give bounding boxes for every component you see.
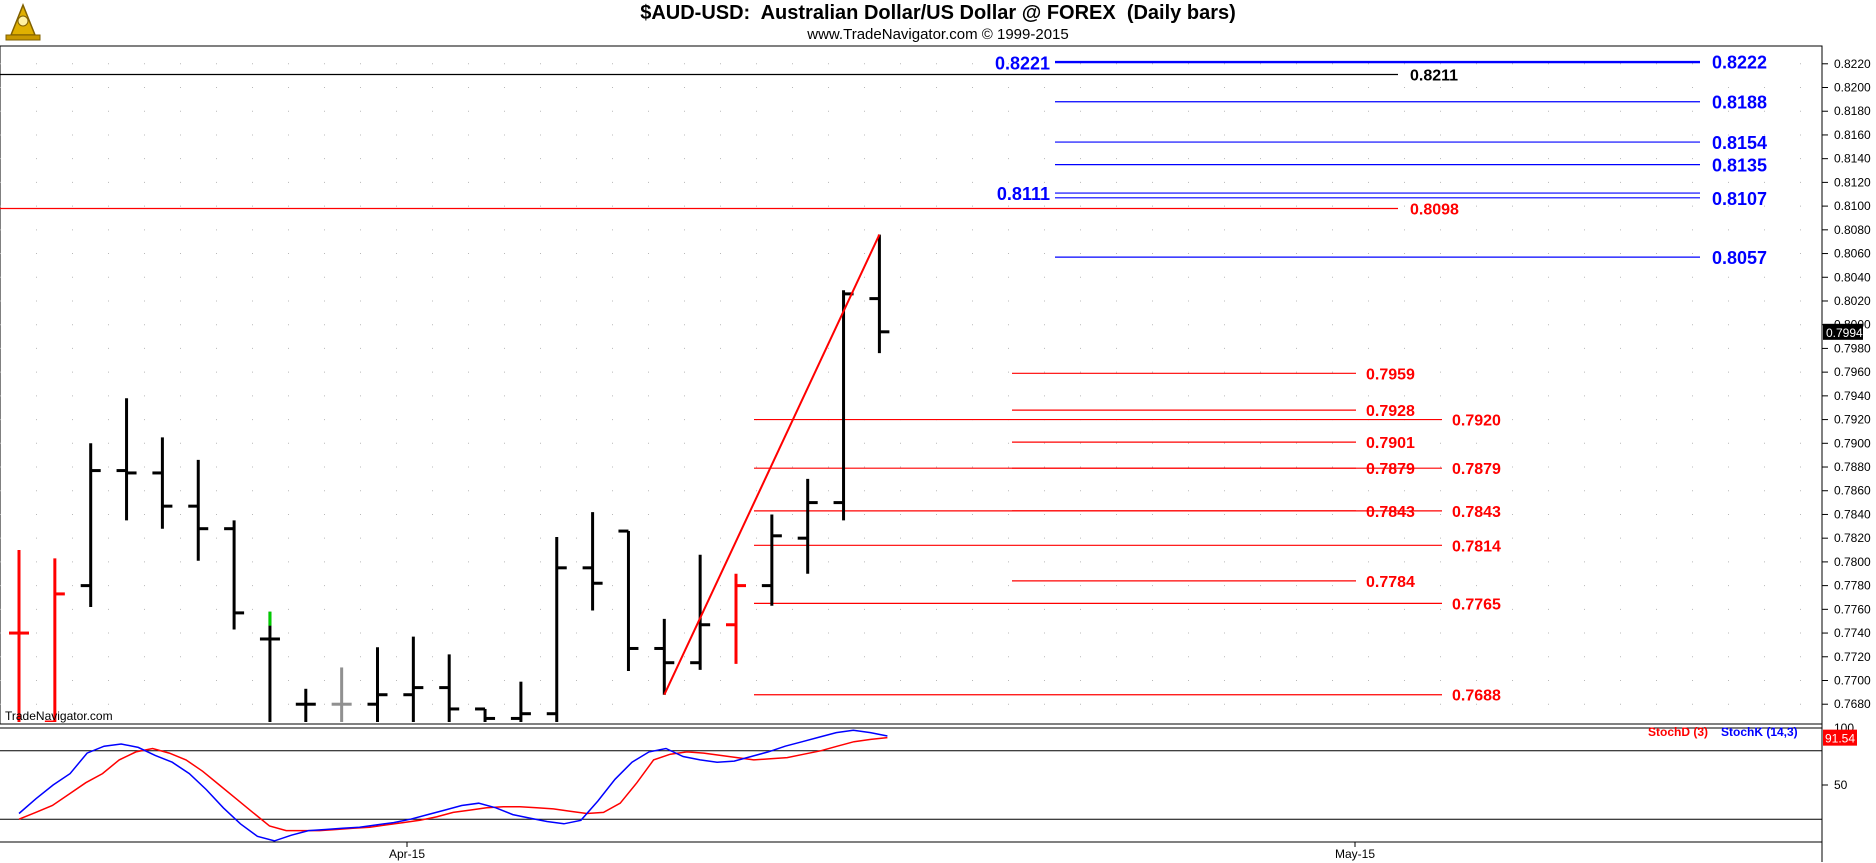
y-tick-label: 0.8160 — [1834, 128, 1871, 142]
level-label: 0.7879 — [1452, 461, 1501, 478]
ohlc-bar — [869, 234, 890, 354]
level-label: 0.8221 — [995, 54, 1050, 74]
price-panel-frame — [0, 45, 1823, 725]
level-label: 0.8154 — [1712, 133, 1767, 153]
level-label: 0.7688 — [1452, 688, 1501, 705]
level-label: 0.8098 — [1410, 201, 1459, 218]
level-label: 0.7959 — [1366, 366, 1415, 383]
y-tick-label: 0.7700 — [1834, 673, 1871, 687]
y-tick-label: 0.7840 — [1834, 507, 1871, 521]
ohlc-bars — [9, 234, 890, 722]
y-tick-label: 0.7740 — [1834, 626, 1871, 640]
ohlc-bar — [690, 554, 711, 670]
level-label: 0.7843 — [1366, 504, 1415, 521]
ohlc-bar — [224, 520, 245, 630]
y-tick-label: 0.8140 — [1834, 152, 1871, 166]
level-label: 0.8188 — [1712, 93, 1767, 113]
y-tick-label: 0.7980 — [1834, 341, 1871, 355]
ohlc-bar — [726, 573, 746, 664]
ohlc-bar — [403, 636, 424, 722]
ohlc-bar — [367, 647, 388, 722]
price-grid — [0, 63, 1822, 705]
ohlc-bar — [44, 558, 65, 722]
stoch-d-legend: StochD (3) — [1648, 725, 1708, 739]
watermark-text: TradeNavigator.com — [5, 709, 113, 723]
x-tick-label: Apr-15 — [389, 847, 425, 861]
y-tick-label: 0.7880 — [1834, 460, 1871, 474]
ohlc-bar — [152, 437, 173, 529]
y-tick-label: 0.7800 — [1834, 555, 1871, 569]
y-tick-label: 0.7720 — [1834, 650, 1871, 664]
ohlc-bar — [475, 707, 496, 722]
ohlc-bar — [618, 529, 639, 672]
level-label: 0.7765 — [1452, 596, 1501, 613]
stoch-k-legend: StochK (14,3) — [1721, 725, 1798, 739]
ohlc-bar — [797, 478, 818, 574]
y-tick-label: 0.7760 — [1834, 602, 1871, 616]
x-tick-label: May-15 — [1335, 847, 1375, 861]
y-tick-label: 0.8180 — [1834, 104, 1871, 118]
level-label: 0.8057 — [1712, 248, 1767, 268]
ohlc-bar — [654, 618, 675, 695]
y-tick-label: 0.8020 — [1834, 294, 1871, 308]
chart-title: $AUD-USD: Australian Dollar/US Dollar @ … — [640, 2, 1236, 24]
y-tick-label: 0.7920 — [1834, 413, 1871, 427]
level-label: 0.7784 — [1366, 574, 1415, 591]
stoch-last-box — [1823, 729, 1857, 746]
level-label: 0.7920 — [1452, 413, 1501, 430]
trend-line — [663, 234, 881, 696]
ohlc-bar — [116, 398, 137, 521]
stoch-tick-label: 50 — [1834, 778, 1848, 792]
y-tick-label: 0.7860 — [1834, 484, 1871, 498]
level-label: 0.8111 — [997, 184, 1050, 204]
ohlc-bar — [510, 681, 531, 722]
level-label: 0.7928 — [1366, 403, 1415, 420]
ohlc-bar — [439, 654, 460, 722]
y-tick-label: 0.7780 — [1834, 579, 1871, 593]
level-lines — [0, 60, 1700, 696]
level-label: 0.8107 — [1712, 189, 1767, 209]
stoch-k-line — [18, 729, 888, 842]
y-tick-label: 0.8060 — [1834, 247, 1871, 261]
stoch-last-label: 91.54 — [1825, 732, 1855, 746]
level-label: 0.7814 — [1452, 538, 1501, 555]
ohlc-bar — [80, 443, 101, 607]
y-tick-label: 0.7820 — [1834, 531, 1871, 545]
ohlc-bar — [9, 550, 29, 722]
y-tick-label: 0.8120 — [1834, 175, 1871, 189]
level-label: 0.7879 — [1366, 461, 1415, 478]
y-tick-label: 0.7960 — [1834, 365, 1871, 379]
level-label: 0.8211 — [1410, 67, 1458, 84]
y-tick-label: 0.8200 — [1834, 81, 1871, 95]
ohlc-bar — [582, 512, 603, 611]
ohlc-bar — [331, 667, 352, 722]
stoch-d-line — [18, 736, 888, 832]
ohlc-bar — [761, 514, 782, 606]
level-label: 0.7843 — [1452, 504, 1501, 521]
y-tick-label: 0.8040 — [1834, 270, 1871, 284]
y-tick-label: 0.7900 — [1834, 436, 1871, 450]
ohlc-bar — [188, 459, 209, 561]
y-tick-label: 0.8220 — [1834, 57, 1871, 71]
level-label: 0.7901 — [1366, 435, 1415, 452]
y-tick-label: 0.7940 — [1834, 389, 1871, 403]
chart-subtitle: www.TradeNavigator.com © 1999-2015 — [807, 26, 1069, 43]
y-tick-label: 0.8100 — [1834, 199, 1871, 213]
ohlc-bar — [295, 688, 316, 722]
level-labels: 0.8222 0.8221 0.8188 0.8154 0.8135 0.8111 0.81… — [995, 52, 1767, 704]
last-price-label: 0.7994 — [1826, 326, 1863, 340]
level-label: 0.8135 — [1712, 156, 1767, 176]
trade-navigator-logo-icon — [5, 2, 41, 41]
level-label: 0.8222 — [1712, 52, 1767, 72]
chart-header: $AUD-USD: Australian Dollar/US Dollar @ … — [0, 0, 1876, 46]
ohlc-bar — [546, 536, 567, 722]
y-tick-label: 0.8080 — [1834, 223, 1871, 237]
y-tick-label: 0.7680 — [1834, 697, 1871, 711]
ohlc-bar — [259, 611, 280, 722]
last-price-box — [1823, 323, 1863, 340]
